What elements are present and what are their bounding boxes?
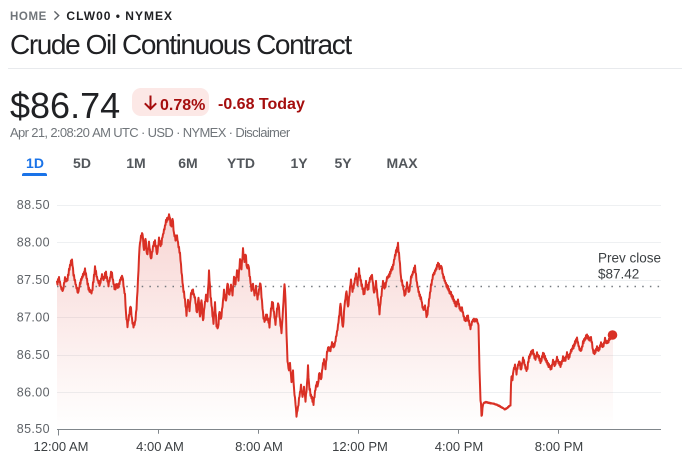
svg-text:87.50: 87.50 [17,273,50,287]
svg-text:86.50: 86.50 [17,348,50,362]
svg-text:$87.42: $87.42 [598,267,639,282]
svg-text:12:00 PM: 12:00 PM [332,439,388,454]
svg-text:12:00 AM: 12:00 AM [34,439,89,454]
svg-text:8:00 AM: 8:00 AM [235,439,283,454]
svg-text:86.00: 86.00 [17,386,50,400]
svg-text:4:00 PM: 4:00 PM [435,439,483,454]
svg-text:8:00 PM: 8:00 PM [535,439,583,454]
svg-text:88.50: 88.50 [17,198,50,212]
svg-text:4:00 AM: 4:00 AM [136,439,184,454]
svg-text:85.50: 85.50 [17,422,50,436]
svg-text:88.00: 88.00 [17,236,50,250]
svg-text:Prev close: Prev close [598,251,661,266]
svg-text:87.00: 87.00 [17,311,50,325]
